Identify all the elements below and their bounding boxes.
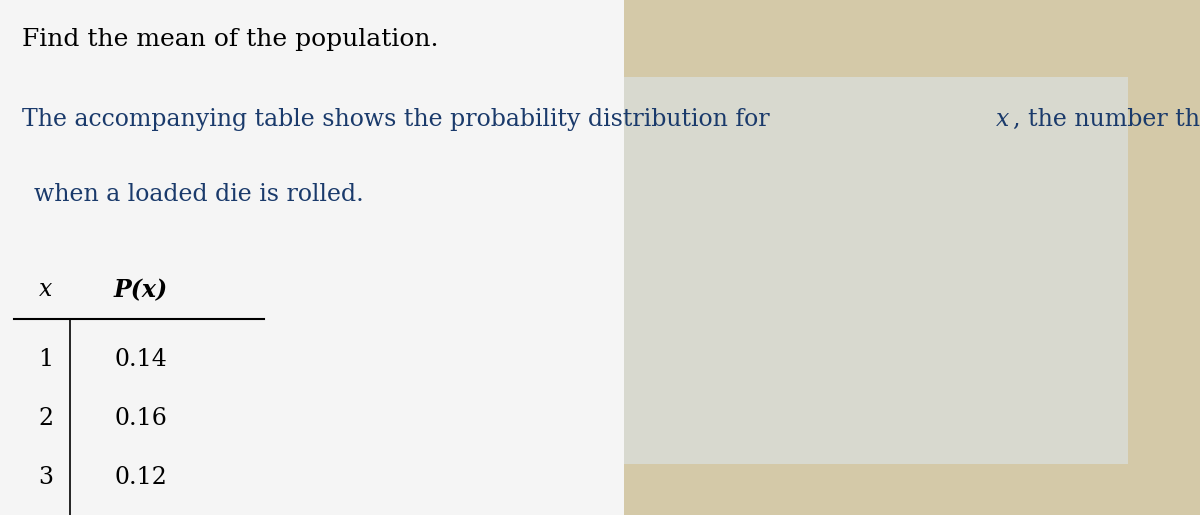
- Text: , the number that shows up: , the number that shows up: [1013, 108, 1200, 131]
- Text: The accompanying table shows the probability distribution for: The accompanying table shows the probabi…: [22, 108, 776, 131]
- Text: 2: 2: [38, 407, 53, 430]
- Text: 0.16: 0.16: [114, 407, 167, 430]
- Text: 0.12: 0.12: [114, 466, 167, 489]
- Text: x: x: [38, 278, 53, 301]
- FancyBboxPatch shape: [0, 0, 624, 515]
- Text: x: x: [996, 108, 1009, 131]
- Text: 3: 3: [38, 466, 53, 489]
- Text: 0.14: 0.14: [114, 348, 167, 371]
- Text: when a loaded die is rolled.: when a loaded die is rolled.: [34, 183, 364, 206]
- Text: P(x): P(x): [114, 278, 168, 302]
- Text: 1: 1: [38, 348, 53, 371]
- FancyBboxPatch shape: [624, 77, 1128, 464]
- Text: Find the mean of the population.: Find the mean of the population.: [22, 28, 438, 52]
